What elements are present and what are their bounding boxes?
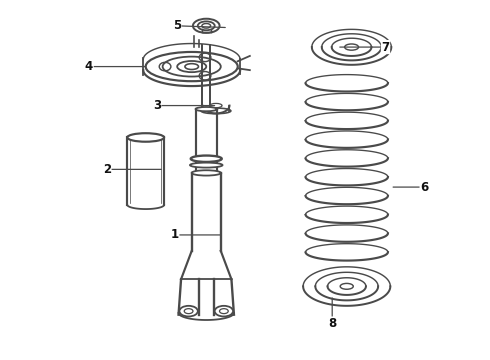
Ellipse shape [179,306,198,316]
Ellipse shape [192,170,221,176]
Text: 5: 5 [173,19,181,32]
Text: 4: 4 [85,60,93,73]
Text: 7: 7 [381,41,390,54]
Text: 6: 6 [420,181,428,194]
Text: 8: 8 [328,317,336,330]
Ellipse shape [215,306,233,316]
Ellipse shape [196,107,217,111]
Ellipse shape [190,163,222,168]
Text: 3: 3 [153,99,161,112]
Ellipse shape [127,133,164,142]
Ellipse shape [191,156,222,162]
Text: 2: 2 [103,163,111,176]
Text: 1: 1 [171,229,179,242]
